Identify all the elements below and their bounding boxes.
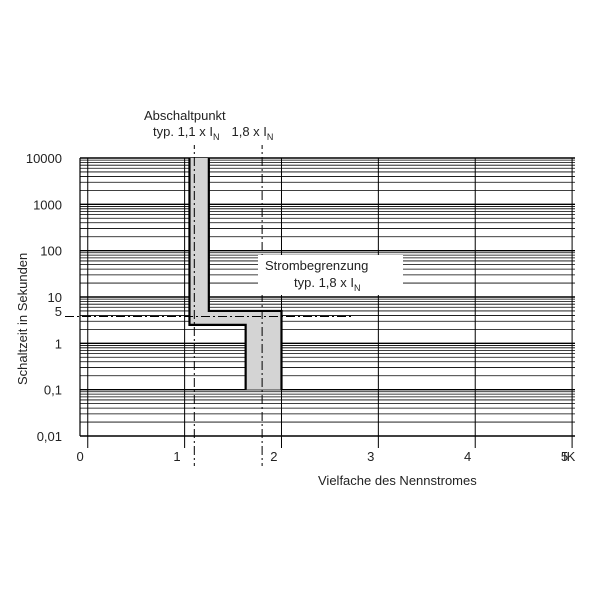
annotation-abschaltpunkt-title: Abschaltpunkt: [144, 108, 226, 123]
reference-lines: [65, 140, 352, 466]
x-tick-label: 4: [464, 449, 471, 464]
annotation-abschaltpunkt: Abschaltpunkt typ. 1,1 x IN 1,8 x IN: [138, 105, 288, 145]
x-tick-label: 0: [77, 449, 84, 464]
x-tick-label: 2: [270, 449, 277, 464]
y-tick-label: 10000: [26, 151, 62, 166]
y-tick-label: 10: [48, 290, 62, 305]
axis-layer: [79, 158, 573, 448]
abschalt-typ-sub: N: [213, 132, 220, 142]
tolerance-band: [189, 158, 282, 390]
annotation-strombegrenzung: Strombegrenzung typ. 1,8 x IN: [258, 255, 403, 295]
strom-typ-text: typ. 1,8 x I: [294, 275, 354, 290]
x-axis-label: Vielfache des Nennstromes: [318, 473, 477, 488]
tolerance-band-layer: [189, 158, 282, 390]
x-tick-label: 5: [561, 449, 568, 464]
y-tick-label: 1000: [33, 197, 62, 212]
abschalt-typ-text: typ. 1,1 x I: [153, 124, 213, 139]
abschalt-max-text: 1,8 x I: [231, 124, 266, 139]
annotation-strombegrenzung-title: Strombegrenzung: [265, 258, 368, 273]
y-tick-label: 1: [55, 336, 62, 351]
annotation-abschaltpunkt-line2: typ. 1,1 x IN 1,8 x IN: [153, 124, 273, 142]
y-tick-label: 0,01: [37, 429, 62, 444]
y-tick-label: 100: [40, 244, 62, 259]
y-tick-label: 0,1: [44, 383, 62, 398]
x-tick-label: 1: [173, 449, 180, 464]
y-axis-label: Schaltzeit in Sekunden: [15, 253, 30, 385]
y-tick-label: 5: [55, 304, 62, 319]
x-end-label: IK: [563, 449, 576, 464]
trip-curve-2: [188, 158, 247, 390]
x-tick-labels: 0 1 2 3 4 5: [77, 449, 569, 464]
y-tick-labels: 10000 1000 100 105 1 0,1 0,01: [26, 151, 62, 444]
grid-lines: [80, 157, 575, 437]
annotation-abschaltpunkt-bg: [138, 105, 288, 145]
annotation-strombegrenzung-bg: [258, 255, 403, 295]
x-tick-label: 3: [367, 449, 374, 464]
annotation-strombegrenzung-line2: typ. 1,8 x IN: [294, 275, 360, 293]
abschalt-max-sub: N: [267, 132, 274, 142]
strom-typ-sub: N: [354, 283, 361, 293]
